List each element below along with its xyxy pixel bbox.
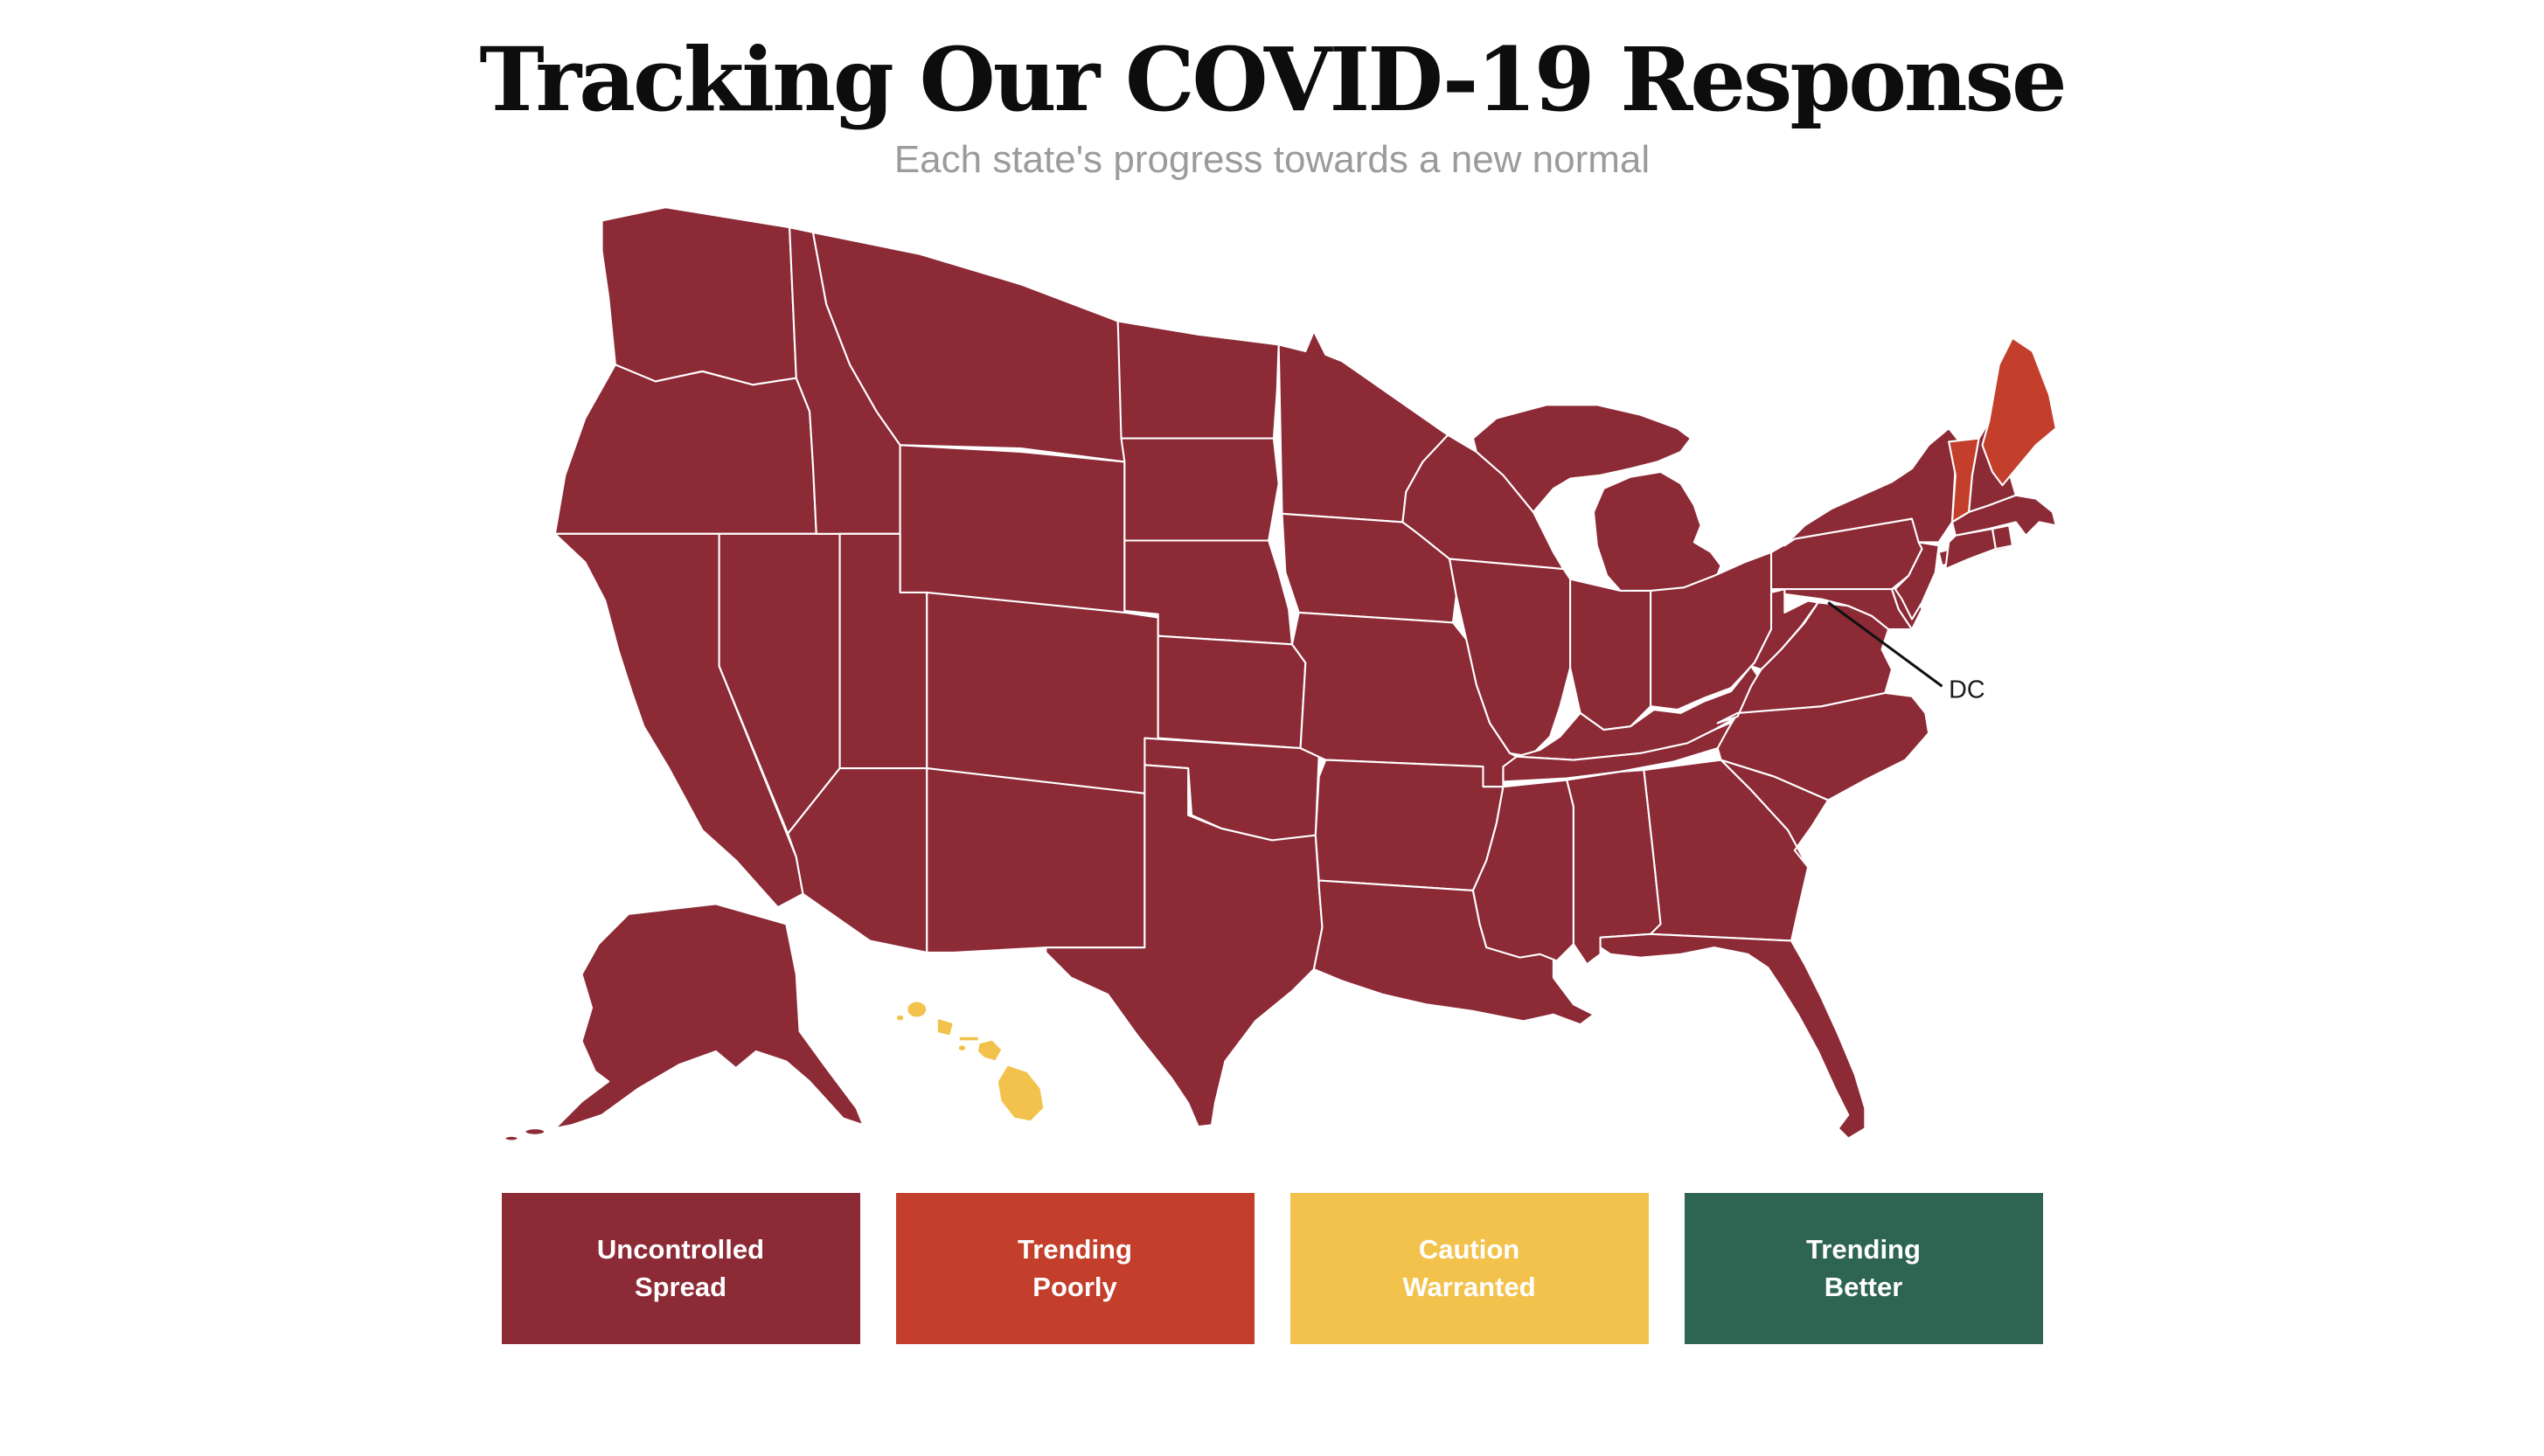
state-florida[interactable]	[1599, 933, 1866, 1140]
state-hawaii-big-island[interactable]	[996, 1064, 1046, 1123]
state-new-york[interactable]	[1783, 427, 1964, 547]
state-wyoming[interactable]	[899, 444, 1126, 614]
state-hawaii-lanai[interactable]	[956, 1043, 968, 1053]
state-alaska-aleutian-island[interactable]	[504, 1134, 519, 1142]
state-washington[interactable]	[601, 206, 797, 386]
legend-item-trending-poorly[interactable]: Trending Poorly	[895, 1193, 1255, 1344]
state-oregon[interactable]	[553, 364, 817, 535]
legend-label-line: Caution	[1418, 1233, 1520, 1265]
state-connecticut[interactable]	[1944, 528, 1997, 571]
state-colorado[interactable]	[926, 591, 1159, 798]
state-michigan-upper-peninsula[interactable]	[1471, 404, 1693, 513]
state-hawaii-oahu[interactable]	[935, 1016, 955, 1037]
state-north-dakota[interactable]	[1116, 320, 1280, 440]
state-alaska[interactable]	[553, 903, 865, 1130]
state-south-dakota[interactable]	[1120, 437, 1280, 542]
state-arkansas[interactable]	[1314, 759, 1505, 892]
state-hawaii-kauai[interactable]	[906, 1000, 928, 1019]
state-kansas[interactable]	[1157, 634, 1307, 750]
state-new-mexico[interactable]	[926, 767, 1146, 953]
legend-label-line: Better	[1824, 1271, 1903, 1302]
state-montana[interactable]	[811, 231, 1126, 463]
state-texas[interactable]	[1045, 764, 1324, 1128]
state-north-carolina[interactable]	[1716, 691, 1930, 801]
state-alaska-aleutian-island[interactable]	[524, 1127, 546, 1136]
dc-label: DC	[1949, 676, 1985, 704]
page-subtitle: Each state's progress towards a new norm…	[893, 138, 1651, 181]
legend-label-line: Uncontrolled	[596, 1233, 765, 1265]
legend-item-trending-better[interactable]: Trending Better	[1684, 1193, 2043, 1344]
legend-label-line: Trending	[1806, 1233, 1921, 1265]
legend-label-line: Poorly	[1032, 1271, 1117, 1302]
legend-item-uncontrolled-spread[interactable]: Uncontrolled Spread	[501, 1193, 860, 1344]
state-hawaii-molokai[interactable]	[957, 1035, 980, 1043]
us-map-svg: DC	[504, 206, 2057, 1142]
us-choropleth-map: DC	[468, 191, 2076, 1170]
state-michigan[interactable]	[1592, 470, 1722, 593]
dc-callout-line	[1827, 601, 1943, 688]
state-new-jersey[interactable]	[1894, 541, 1940, 621]
state-indiana[interactable]	[1569, 578, 1652, 731]
state-hawaii-maui[interactable]	[976, 1038, 1004, 1063]
page-title: Tracking Our COVID-19 Response	[479, 28, 2067, 131]
legend-label-line: Warranted	[1402, 1271, 1536, 1302]
state-hawaii-niihau[interactable]	[894, 1013, 906, 1023]
state-maine[interactable]	[1981, 336, 2057, 487]
legend: Uncontrolled Spread Trending Poorly Caut…	[500, 1193, 2044, 1344]
legend-label-line: Trending	[1018, 1233, 1132, 1265]
legend-label-line: Spread	[634, 1271, 727, 1302]
legend-item-caution-warranted[interactable]: Caution Warranted	[1289, 1193, 1649, 1344]
